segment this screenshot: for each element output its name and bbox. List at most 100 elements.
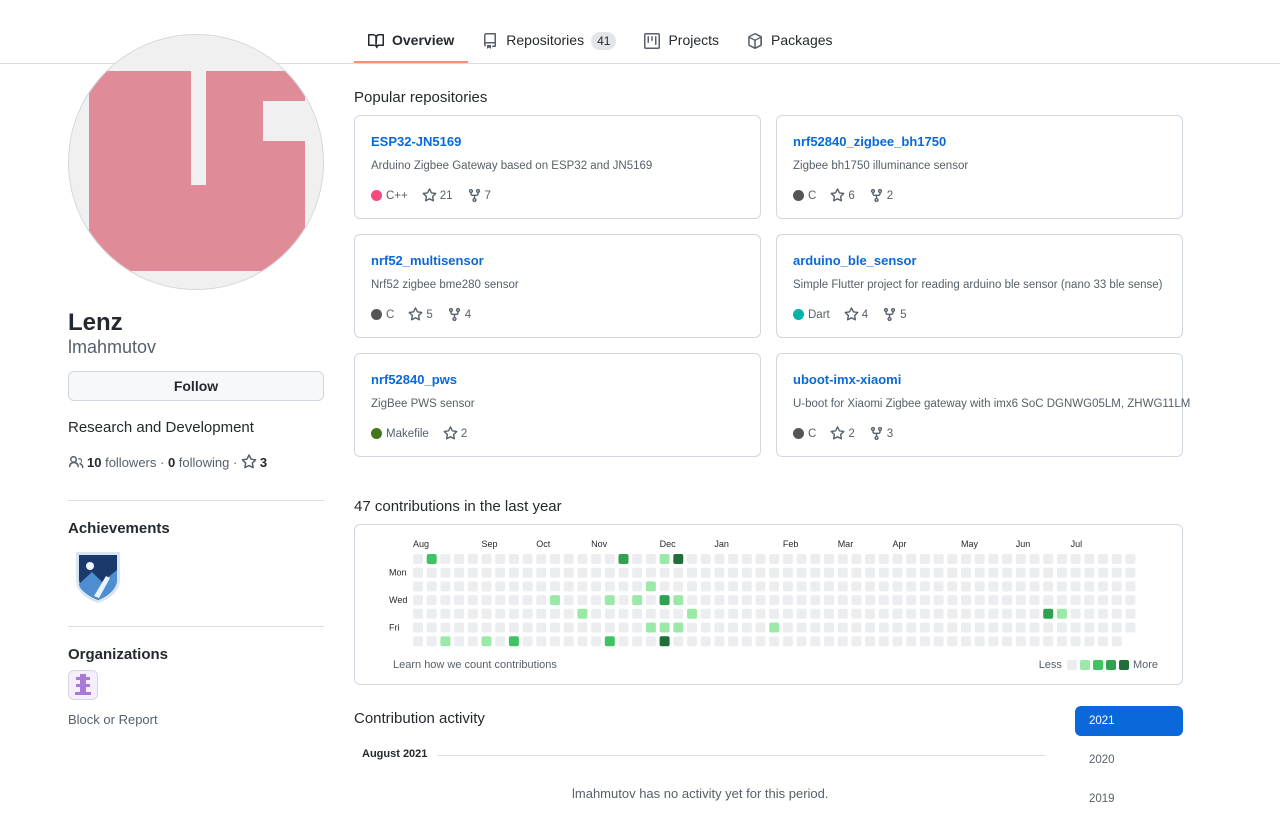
contribution-day[interactable] (687, 595, 697, 606)
contribution-day[interactable] (1125, 554, 1136, 564)
contribution-day[interactable] (577, 636, 588, 647)
contribution-day[interactable] (961, 595, 971, 606)
contribution-day[interactable] (1125, 595, 1136, 606)
contribution-day[interactable] (508, 636, 519, 647)
contribution-day[interactable] (906, 595, 917, 606)
contribution-day[interactable] (769, 636, 780, 647)
contribution-day[interactable] (947, 608, 958, 619)
contribution-day[interactable] (796, 622, 807, 633)
contribution-day[interactable] (1043, 554, 1054, 564)
following-count[interactable]: 0 (167, 454, 176, 470)
contribution-day[interactable] (1029, 581, 1040, 592)
contribution-day[interactable] (1070, 622, 1081, 633)
contribution-day[interactable] (714, 622, 725, 633)
year-button-2020[interactable]: 2020 (1089, 754, 1115, 766)
contribution-day[interactable] (426, 567, 437, 578)
contribution-day[interactable] (618, 608, 629, 619)
contribution-day[interactable] (974, 581, 985, 592)
contribution-day[interactable] (550, 622, 560, 633)
contribution-day[interactable] (837, 581, 848, 592)
contribution-day[interactable] (1002, 622, 1013, 633)
contribution-day[interactable] (508, 567, 519, 578)
contribution-day[interactable] (1056, 608, 1067, 619)
contribution-day[interactable] (1015, 636, 1026, 647)
contribution-day[interactable] (481, 608, 492, 619)
contribution-day[interactable] (673, 554, 684, 564)
contribution-day[interactable] (714, 554, 725, 564)
contribution-day[interactable] (481, 636, 492, 647)
contribution-day[interactable] (988, 595, 999, 606)
followers-label[interactable]: followers · (101, 454, 168, 470)
contribution-day[interactable] (536, 622, 547, 633)
contribution-day[interactable] (919, 581, 930, 592)
contribution-day[interactable] (659, 636, 670, 647)
repository-name-link[interactable]: nrf52840_zigbee_bh1750 (793, 134, 947, 149)
contribution-day[interactable] (1056, 636, 1067, 647)
contribution-day[interactable] (659, 595, 670, 606)
contribution-day[interactable] (741, 581, 752, 592)
contribution-day[interactable] (481, 554, 492, 564)
contribution-day[interactable] (837, 595, 848, 606)
contribution-day[interactable] (495, 581, 506, 592)
contribution-day[interactable] (755, 581, 766, 592)
contribution-day[interactable] (961, 622, 971, 633)
contribution-day[interactable] (1056, 595, 1067, 606)
contribution-day[interactable] (426, 608, 437, 619)
contribution-day[interactable] (687, 581, 697, 592)
contribution-day[interactable] (563, 636, 574, 647)
contribution-day[interactable] (1111, 554, 1122, 564)
contribution-day[interactable] (1084, 636, 1095, 647)
contribution-day[interactable] (796, 636, 807, 647)
contribution-day[interactable] (755, 554, 766, 564)
contribution-day[interactable] (645, 622, 656, 633)
contribution-day[interactable] (961, 636, 971, 647)
contribution-day[interactable] (440, 567, 451, 578)
contribution-day[interactable] (659, 567, 670, 578)
repository-name-link[interactable]: ESP32-JN5169 (371, 134, 462, 149)
contribution-day[interactable] (837, 636, 848, 647)
contribution-day[interactable] (536, 636, 547, 647)
contribution-day[interactable] (961, 554, 971, 564)
contribution-day[interactable] (1029, 567, 1040, 578)
contribution-day[interactable] (837, 622, 848, 633)
repository-name-link[interactable]: arduino_ble_sensor (793, 253, 917, 268)
contribution-day[interactable] (782, 595, 793, 606)
contribution-day[interactable] (1084, 608, 1095, 619)
contribution-day[interactable] (755, 595, 766, 606)
contribution-day[interactable] (700, 554, 711, 564)
block-report-link[interactable]: Block or Report (68, 712, 158, 727)
contribution-day[interactable] (851, 595, 862, 606)
contribution-day[interactable] (988, 636, 999, 647)
stars-count[interactable]: 3 (259, 454, 268, 470)
contribution-day[interactable] (1111, 608, 1122, 619)
contribution-day[interactable] (426, 595, 437, 606)
contribution-day[interactable] (906, 554, 917, 564)
contribution-day[interactable] (687, 608, 697, 619)
contribution-day[interactable] (1056, 554, 1067, 564)
contribution-day[interactable] (440, 581, 451, 592)
contribution-day[interactable] (933, 636, 944, 647)
contribution-day[interactable] (536, 581, 547, 592)
contribution-day[interactable] (741, 554, 752, 564)
contribution-day[interactable] (892, 554, 903, 564)
contribution-day[interactable] (413, 622, 423, 633)
contribution-day[interactable] (522, 608, 533, 619)
repository-forks[interactable]: 2 (869, 188, 893, 203)
contribution-day[interactable] (1125, 581, 1136, 592)
contribution-day[interactable] (714, 595, 725, 606)
contribution-day[interactable] (865, 581, 876, 592)
contribution-day[interactable] (728, 581, 739, 592)
learn-contributions-link[interactable]: Learn how we count contributions (393, 659, 557, 671)
contribution-day[interactable] (892, 622, 903, 633)
contribution-day[interactable] (591, 595, 602, 606)
contribution-day[interactable] (865, 636, 876, 647)
contribution-day[interactable] (632, 581, 643, 592)
contribution-day[interactable] (577, 581, 588, 592)
contribution-day[interactable] (659, 608, 670, 619)
contribution-day[interactable] (851, 554, 862, 564)
contribution-day[interactable] (782, 581, 793, 592)
contribution-day[interactable] (440, 554, 451, 564)
contribution-day[interactable] (824, 581, 834, 592)
contribution-day[interactable] (645, 554, 656, 564)
contribution-day[interactable] (782, 636, 793, 647)
